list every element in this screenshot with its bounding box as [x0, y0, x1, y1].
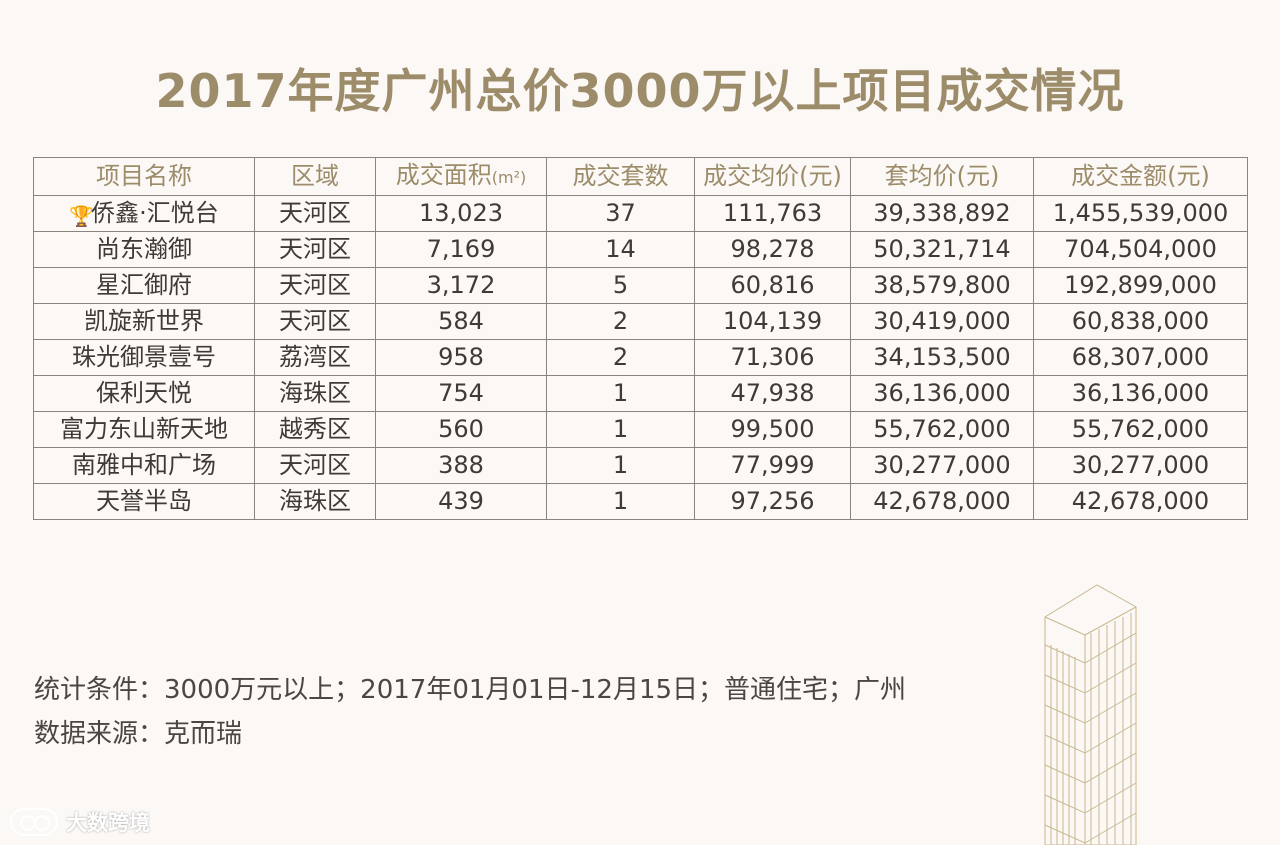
cell-unit-price: 38,579,800: [850, 267, 1034, 304]
cell-total: 30,277,000: [1033, 447, 1248, 484]
cell-total: 704,504,000: [1033, 231, 1248, 268]
cell-avg-price: 71,306: [694, 339, 851, 376]
table-row: 珠光御景壹号 荔湾区 958 2 71,306 34,153,500 68,30…: [33, 339, 1248, 376]
table-row: 保利天悦 海珠区 754 1 47,938 36,136,000 36,136,…: [33, 375, 1248, 412]
header-units: 成交套数: [546, 157, 695, 196]
cell-total: 68,307,000: [1033, 339, 1248, 376]
cell-units: 5: [546, 267, 695, 304]
header-project: 项目名称: [33, 157, 255, 196]
cell-area: 3,172: [375, 267, 547, 304]
cell-area: 7,169: [375, 231, 547, 268]
cell-area: 958: [375, 339, 547, 376]
cell-unit-price: 50,321,714: [850, 231, 1034, 268]
cell-unit-price: 36,136,000: [850, 375, 1034, 412]
table-row: 凯旋新世界 天河区 584 2 104,139 30,419,000 60,83…: [33, 303, 1248, 340]
cell-avg-price: 77,999: [694, 447, 851, 484]
building-illustration: [1044, 584, 1137, 845]
cell-area: 754: [375, 375, 547, 412]
cell-total: 60,838,000: [1033, 303, 1248, 340]
cell-total: 192,899,000: [1033, 267, 1248, 304]
cell-units: 2: [546, 303, 695, 340]
conditions-note: 统计条件：3000万元以上；2017年01月01日-12月15日；普通住宅；广州: [34, 675, 907, 705]
notes: 统计条件：3000万元以上；2017年01月01日-12月15日；普通住宅；广州…: [34, 668, 906, 756]
cell-total: 42,678,000: [1033, 483, 1248, 520]
cell-area: 584: [375, 303, 547, 340]
cell-unit-price: 55,762,000: [850, 411, 1034, 448]
cell-avg-price: 47,938: [694, 375, 851, 412]
cell-district: 天河区: [254, 447, 376, 484]
cell-units: 37: [546, 195, 695, 232]
cell-project: 天誉半岛: [33, 483, 255, 520]
cell-units: 14: [546, 231, 695, 268]
table-row: 富力东山新天地 越秀区 560 1 99,500 55,762,000 55,7…: [33, 411, 1248, 448]
cell-total: 55,762,000: [1033, 411, 1248, 448]
cell-units: 1: [546, 411, 695, 448]
transaction-table: 项目名称 区域 成交面积(m²) 成交套数 成交均价(元) 套均价(元) 成交金…: [33, 157, 1248, 520]
table-row: 南雅中和广场 天河区 388 1 77,999 30,277,000 30,27…: [33, 447, 1248, 484]
cell-area: 439: [375, 483, 547, 520]
watermark: 大数跨境: [10, 806, 185, 838]
cell-district: 天河区: [254, 195, 376, 232]
cell-district: 天河区: [254, 231, 376, 268]
cell-district: 越秀区: [254, 411, 376, 448]
cell-district: 天河区: [254, 303, 376, 340]
cell-units: 1: [546, 447, 695, 484]
cell-district: 天河区: [254, 267, 376, 304]
cell-avg-price: 97,256: [694, 483, 851, 520]
header-area: 成交面积(m²): [375, 157, 547, 196]
cell-project: 凯旋新世界: [33, 303, 255, 340]
cell-avg-price: 60,816: [694, 267, 851, 304]
cell-avg-price: 99,500: [694, 411, 851, 448]
cell-unit-price: 34,153,500: [850, 339, 1034, 376]
source-note: 数据来源：克而瑞: [34, 719, 243, 749]
trophy-icon: 🏆: [69, 204, 95, 228]
cell-avg-price: 111,763: [694, 195, 851, 232]
cell-total: 1,455,539,000: [1033, 195, 1248, 232]
cell-unit-price: 30,277,000: [850, 447, 1034, 484]
page-title: 2017年度广州总价3000万以上项目成交情况: [155, 64, 1125, 118]
cell-avg-price: 98,278: [694, 231, 851, 268]
cell-district: 海珠区: [254, 483, 376, 520]
cell-district: 海珠区: [254, 375, 376, 412]
cell-unit-price: 39,338,892: [850, 195, 1034, 232]
cell-project: 富力东山新天地: [33, 411, 255, 448]
table-header-row: 项目名称 区域 成交面积(m²) 成交套数 成交均价(元) 套均价(元) 成交金…: [33, 157, 1248, 196]
header-district: 区域: [254, 157, 376, 196]
cell-area: 13,023: [375, 195, 547, 232]
cell-total: 36,136,000: [1033, 375, 1248, 412]
header-total: 成交金额(元): [1033, 157, 1248, 196]
cell-avg-price: 104,139: [694, 303, 851, 340]
cell-project: 星汇御府: [33, 267, 255, 304]
cell-units: 1: [546, 375, 695, 412]
cell-unit-price: 30,419,000: [850, 303, 1034, 340]
cell-project: 🏆侨鑫·汇悦台: [33, 195, 255, 232]
cell-project: 珠光御景壹号: [33, 339, 255, 376]
table-row: 尚东瀚御 天河区 7,169 14 98,278 50,321,714 704,…: [33, 231, 1248, 268]
cell-project: 保利天悦: [33, 375, 255, 412]
cell-project: 南雅中和广场: [33, 447, 255, 484]
cell-area: 388: [375, 447, 547, 484]
cell-units: 2: [546, 339, 695, 376]
cell-district: 荔湾区: [254, 339, 376, 376]
cell-unit-price: 42,678,000: [850, 483, 1034, 520]
header-unit-price: 套均价(元): [850, 157, 1034, 196]
table-row: 🏆侨鑫·汇悦台 天河区 13,023 37 111,763 39,338,892…: [33, 195, 1248, 232]
cell-units: 1: [546, 483, 695, 520]
cell-project: 尚东瀚御: [33, 231, 255, 268]
logo-icon: [10, 808, 58, 836]
table-row: 天誉半岛 海珠区 439 1 97,256 42,678,000 42,678,…: [33, 483, 1248, 520]
watermark-text: 大数跨境: [66, 811, 150, 835]
table-row: 星汇御府 天河区 3,172 5 60,816 38,579,800 192,8…: [33, 267, 1248, 304]
header-avg-price: 成交均价(元): [694, 157, 851, 196]
cell-area: 560: [375, 411, 547, 448]
